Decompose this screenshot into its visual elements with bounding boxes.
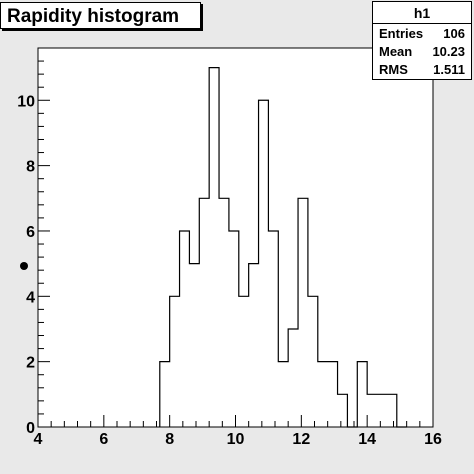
x-tick-label: 8	[165, 431, 174, 448]
plot-frame	[37, 47, 434, 428]
tick-labels: 4 6 8 10 12 14 16 0 2 4 6 8 10	[17, 93, 442, 448]
stats-key: Entries	[379, 26, 424, 41]
x-tick-label: 12	[292, 431, 310, 448]
chart-title: Rapidity histogram	[7, 6, 180, 27]
y-tick-label: 8	[26, 159, 35, 176]
y-axis-marker	[20, 262, 28, 270]
title-box: Rapidity histogram	[0, 2, 201, 29]
x-tick-label: 16	[424, 431, 442, 448]
y-tick-label: 0	[26, 420, 35, 437]
axis-ticks	[37, 47, 434, 428]
stats-box: h1 Entries 106 Mean 10.23 RMS 1.511	[372, 1, 472, 80]
x-tick-label: 6	[99, 431, 108, 448]
y-tick-label: 4	[26, 289, 35, 306]
stats-histogram-name: h1	[373, 2, 471, 24]
y-tick-label: 2	[26, 355, 35, 372]
stats-key: RMS	[379, 62, 408, 77]
x-tick-label: 10	[227, 431, 245, 448]
histogram-outline	[159, 67, 407, 428]
stats-value: 10.23	[432, 44, 465, 59]
y-tick-label: 10	[17, 93, 35, 110]
stats-row-rms: RMS 1.511	[379, 61, 465, 79]
stats-value: 1.511	[433, 62, 465, 77]
stats-row-entries: Entries 106	[379, 25, 465, 43]
stats-key: Mean	[379, 44, 413, 59]
y-tick-label: 6	[26, 224, 35, 241]
x-tick-label: 4	[34, 431, 43, 448]
stats-value: 106	[443, 26, 465, 41]
x-tick-label: 14	[358, 431, 376, 448]
stats-row-mean: Mean 10.23	[379, 43, 465, 61]
